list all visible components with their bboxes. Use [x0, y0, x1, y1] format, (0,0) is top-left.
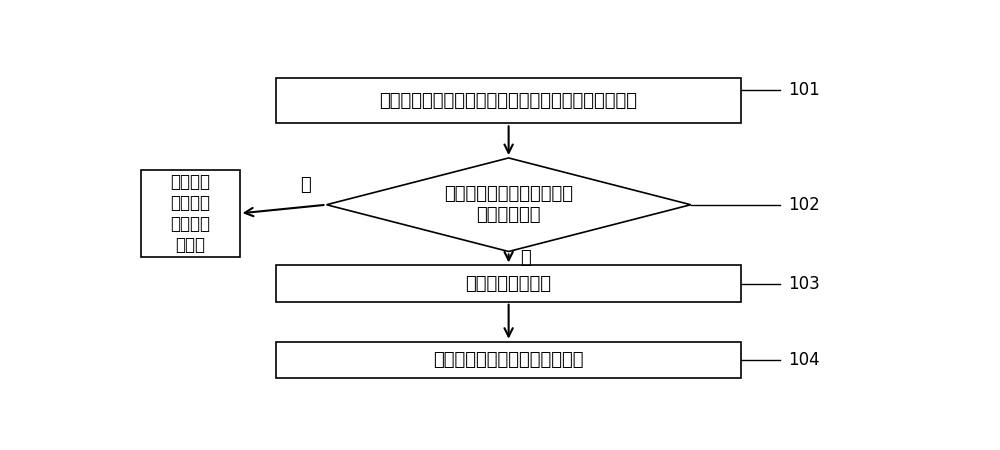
Text: 101: 101: [788, 81, 819, 99]
FancyBboxPatch shape: [276, 342, 741, 378]
FancyBboxPatch shape: [140, 170, 240, 256]
Text: 发送反馈控制信号: 发送反馈控制信号: [466, 274, 552, 292]
Text: 104: 104: [788, 351, 819, 369]
Text: 根据反馈控制信号调整关闭电压: 根据反馈控制信号调整关闭电压: [433, 351, 584, 369]
FancyBboxPatch shape: [276, 78, 741, 123]
Text: 103: 103: [788, 275, 819, 293]
Polygon shape: [326, 158, 691, 252]
Text: 否: 否: [300, 176, 311, 194]
Text: 是: 是: [520, 249, 531, 267]
Text: 关闭电压
可使薄膜
晶体管完
全关闭: 关闭电压 可使薄膜 晶体管完 全关闭: [170, 173, 210, 254]
Text: 向对应的像素单元内的薄膜晶体管的栅极输出关闭电压: 向对应的像素单元内的薄膜晶体管的栅极输出关闭电压: [380, 92, 638, 110]
Text: 102: 102: [788, 196, 819, 214]
FancyBboxPatch shape: [276, 266, 741, 302]
Text: 检测薄膜晶体管的漏极是否
存在电流信号: 检测薄膜晶体管的漏极是否 存在电流信号: [444, 185, 573, 224]
